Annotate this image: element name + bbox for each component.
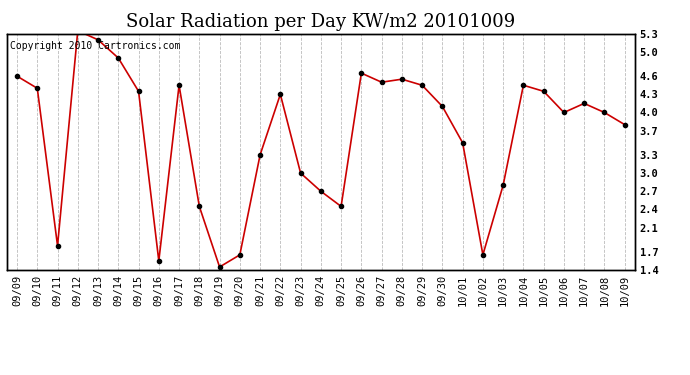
Title: Solar Radiation per Day KW/m2 20101009: Solar Radiation per Day KW/m2 20101009 bbox=[126, 13, 515, 31]
Text: Copyright 2010 Cartronics.com: Copyright 2010 Cartronics.com bbox=[10, 41, 180, 51]
